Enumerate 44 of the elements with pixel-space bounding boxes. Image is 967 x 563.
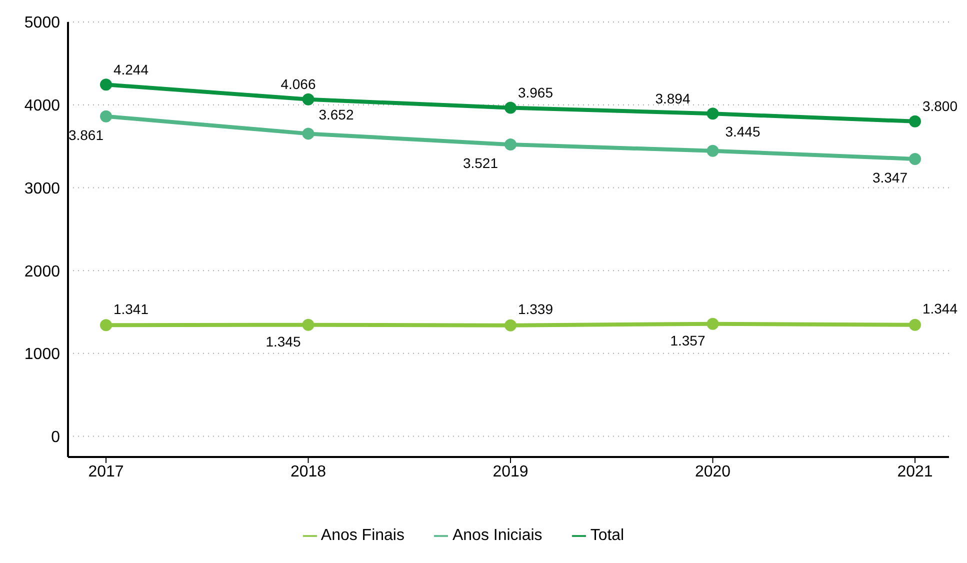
data-label: 3.894 xyxy=(655,90,690,106)
y-tick-label: 2000 xyxy=(24,263,60,280)
data-label: 3.347 xyxy=(872,170,908,186)
point xyxy=(302,128,314,140)
point xyxy=(706,144,719,157)
point xyxy=(706,318,719,330)
x-tick-label: 2019 xyxy=(492,463,528,480)
data-label: 1.339 xyxy=(518,301,554,318)
y-tick-label: 4000 xyxy=(24,98,60,115)
point xyxy=(100,78,112,91)
y-tick-label: 0 xyxy=(51,428,60,446)
point xyxy=(706,108,719,120)
y-tick-label: 1000 xyxy=(24,346,60,364)
legend-label: Total xyxy=(590,527,624,544)
data-label: 1.344 xyxy=(922,300,958,317)
data-label: 3.800 xyxy=(922,98,958,114)
point xyxy=(504,102,516,114)
legend-label: Anos Iniciais xyxy=(452,527,542,544)
x-tick-label: 2020 xyxy=(694,463,731,480)
point xyxy=(909,318,921,331)
point xyxy=(302,318,314,331)
x-tick-label: 2017 xyxy=(88,463,124,480)
data-label: 3.521 xyxy=(462,155,498,172)
data-label: 4.066 xyxy=(280,76,316,92)
point xyxy=(909,115,921,128)
point xyxy=(100,319,112,332)
data-label: 3.652 xyxy=(318,106,354,122)
x-tick-label: 2018 xyxy=(290,463,326,480)
point xyxy=(302,93,314,106)
data-label: 3.861 xyxy=(68,127,104,144)
data-label: 1.357 xyxy=(670,332,706,349)
data-label: 1.341 xyxy=(113,300,149,317)
point xyxy=(504,319,516,332)
y-tick-label: 3000 xyxy=(24,180,60,198)
data-label: 3.445 xyxy=(725,124,760,140)
y-tick-label: 5000 xyxy=(24,14,60,32)
point xyxy=(504,138,516,151)
legend-label: Anos Finais xyxy=(320,527,404,544)
data-label: 4.244 xyxy=(113,61,149,78)
point xyxy=(909,152,921,165)
point xyxy=(100,110,112,122)
data-label: 1.345 xyxy=(266,334,301,350)
data-label: 3.965 xyxy=(518,84,554,100)
x-tick-label: 2021 xyxy=(897,463,933,480)
